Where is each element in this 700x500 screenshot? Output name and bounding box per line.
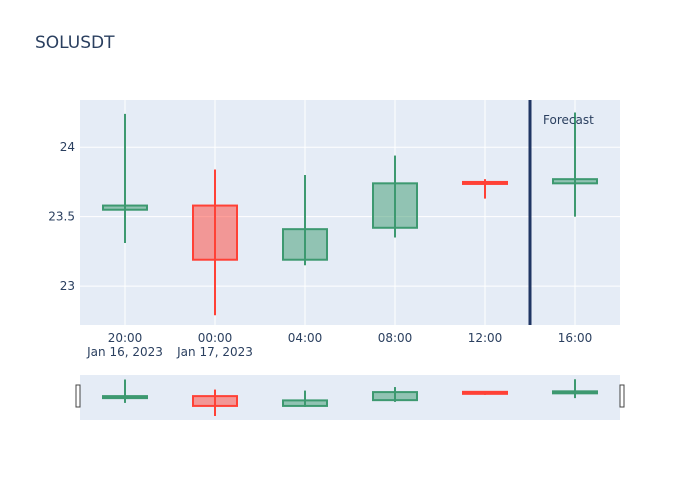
- candle-body: [192, 395, 238, 407]
- candle-increasing: [102, 379, 148, 403]
- candle-body: [552, 390, 598, 395]
- range-slider[interactable]: [75, 375, 625, 420]
- x-tick-label: 04:00: [288, 331, 323, 345]
- candle-body: [102, 395, 148, 400]
- candle-body: [372, 182, 418, 229]
- x-tick-sublabel: Jan 17, 2023: [176, 345, 253, 359]
- candle-body: [462, 390, 508, 395]
- candle-decreasing: [192, 389, 238, 416]
- range-slider-background: [80, 375, 620, 420]
- candle-increasing: [282, 390, 328, 407]
- x-tick-label: 12:00: [468, 331, 503, 345]
- candle-body: [372, 391, 418, 402]
- y-tick-label: 24: [60, 140, 75, 154]
- candle-decreasing: [192, 169, 238, 316]
- range-slider-left-handle[interactable]: [75, 384, 81, 408]
- candle-body: [192, 204, 238, 261]
- candle-body: [282, 399, 328, 407]
- x-tick-label: 20:00: [108, 331, 143, 345]
- y-tick-label: 23: [60, 279, 75, 293]
- candle-increasing: [552, 379, 598, 399]
- candle-body: [462, 180, 508, 185]
- candle-increasing: [372, 387, 418, 402]
- x-tick-label: 00:00: [198, 331, 233, 345]
- candle-increasing: [282, 175, 328, 266]
- y-tick-label: 23.5: [48, 210, 75, 224]
- chart-title: SOLUSDT: [35, 33, 115, 53]
- candle-decreasing: [462, 390, 508, 395]
- candle-increasing: [552, 112, 598, 217]
- candle-increasing: [372, 155, 418, 238]
- plot-background: [80, 100, 620, 325]
- candle-body: [282, 228, 328, 261]
- x-tick-label: 16:00: [558, 331, 593, 345]
- candle-body: [552, 178, 598, 185]
- x-tick-sublabel: Jan 16, 2023: [86, 345, 163, 359]
- x-tick-label: 08:00: [378, 331, 413, 345]
- candle-increasing: [102, 113, 148, 244]
- forecast-label: Forecast: [543, 113, 594, 127]
- candle-decreasing: [462, 179, 508, 199]
- range-slider-right-handle[interactable]: [619, 384, 625, 408]
- candle-body: [102, 204, 148, 211]
